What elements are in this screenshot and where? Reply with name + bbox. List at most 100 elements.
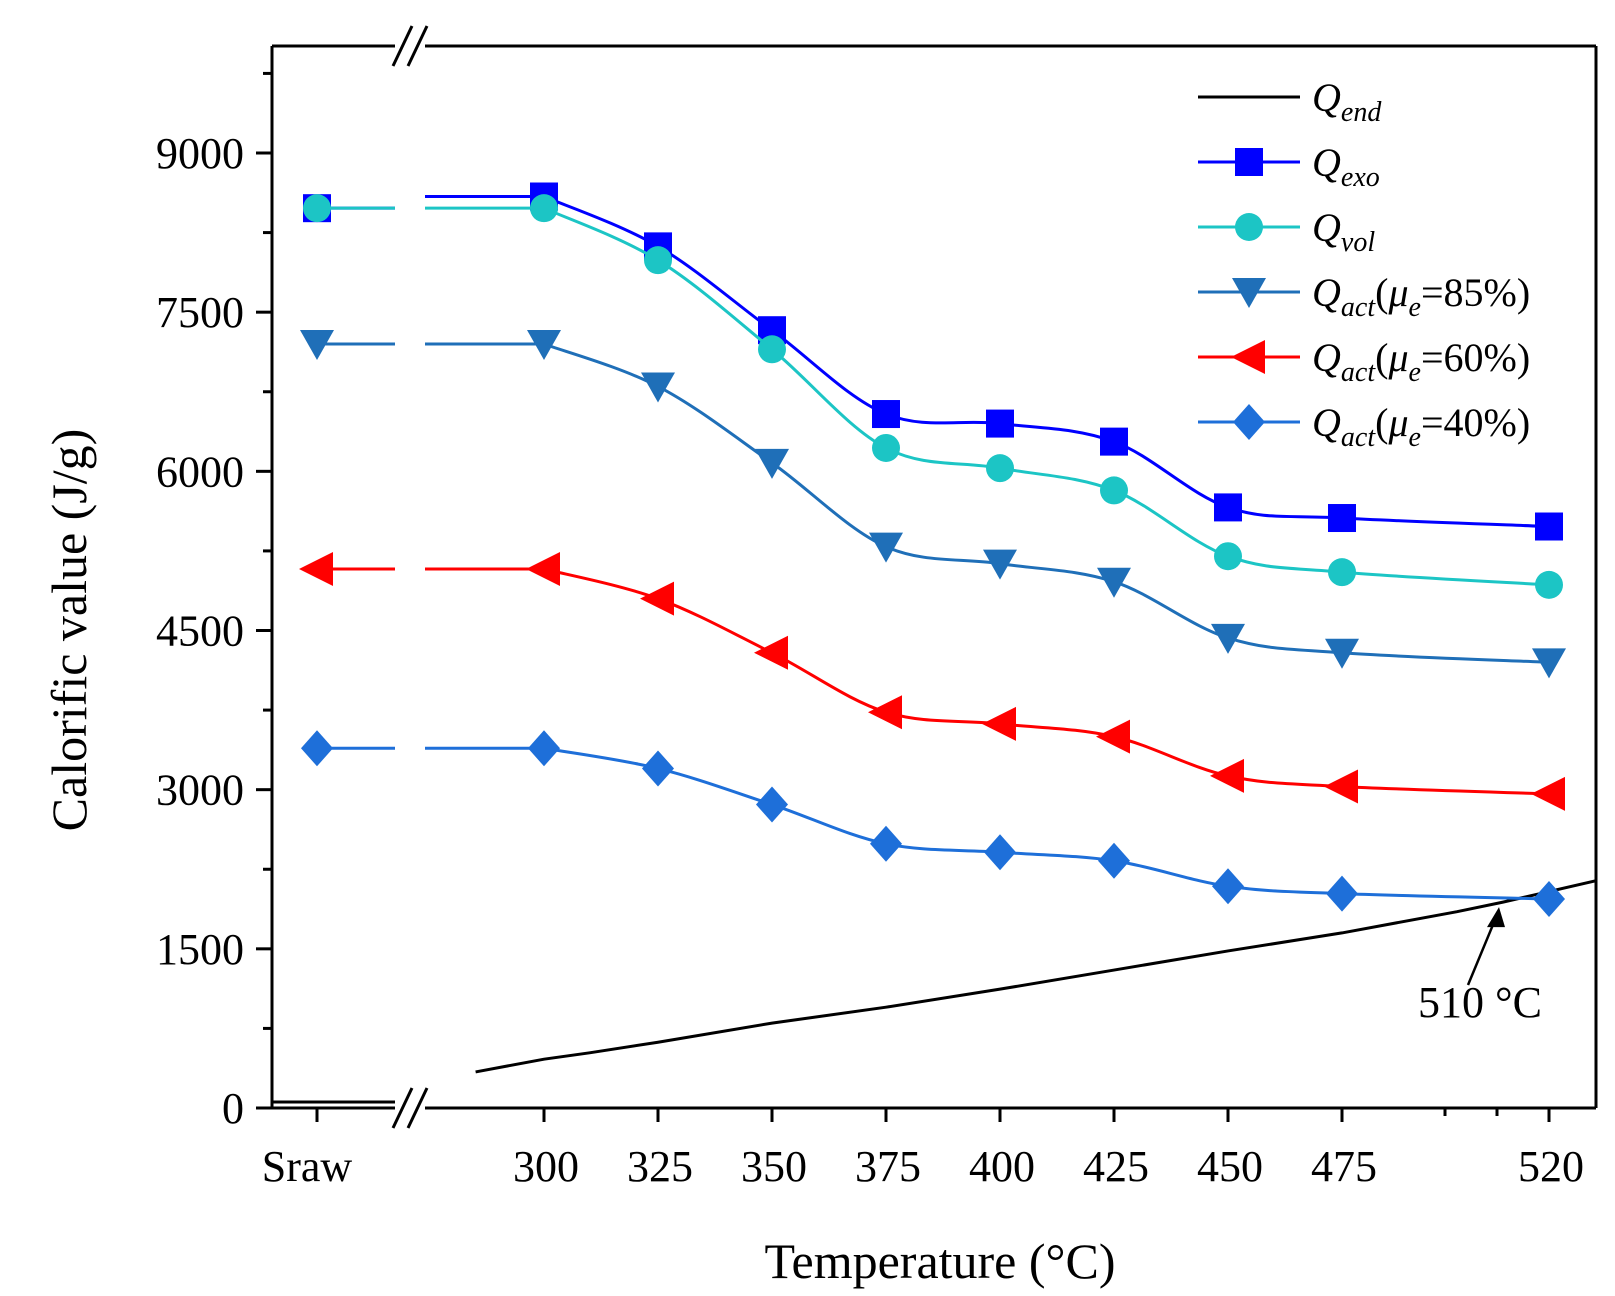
data-point — [869, 532, 903, 563]
data-point — [1326, 875, 1358, 912]
data-point — [641, 372, 675, 403]
x-tick-label: 325 — [627, 1142, 693, 1191]
data-point — [530, 194, 558, 223]
data-point — [299, 551, 333, 586]
x-tick-label: 375 — [855, 1142, 921, 1191]
data-point — [1324, 769, 1358, 804]
data-point — [1532, 648, 1566, 679]
axis-break-top — [391, 25, 429, 67]
data-point — [1212, 868, 1244, 905]
data-point — [870, 825, 902, 862]
y-tick-label: 7500 — [156, 288, 244, 337]
data-point — [984, 834, 1016, 871]
y-tick-label: 1500 — [156, 925, 244, 974]
data-point — [642, 750, 674, 787]
legend-label: Qend — [1312, 75, 1382, 128]
legend: Qend Qexo Qvol Qact(μe=85%) Qact(μe=60%) Qact… — [1198, 75, 1530, 453]
legend-item-5: Qact(μe=40%) — [1198, 400, 1530, 453]
data-point — [1531, 776, 1565, 811]
annotation-label: 510 °C — [1418, 978, 1542, 1027]
x-axis-title: Temperature (°C) — [764, 1233, 1115, 1289]
x-tick-label: 450 — [1197, 1142, 1263, 1191]
x-tick-label: 425 — [1083, 1142, 1149, 1191]
data-point — [303, 194, 331, 223]
series-2 — [303, 194, 1563, 599]
y-tick-label: 6000 — [156, 447, 244, 496]
series-line — [543, 567, 1550, 796]
y-axis-title: Calorific value (J/g) — [41, 429, 97, 832]
data-point — [986, 409, 1014, 438]
y-tick-label: 4500 — [156, 607, 244, 656]
data-point — [983, 549, 1017, 580]
legend-marker — [1235, 148, 1263, 176]
data-point — [1100, 427, 1128, 456]
series-4 — [299, 551, 1565, 811]
x-tick-label: Sraw — [262, 1142, 353, 1191]
data-point — [755, 448, 789, 479]
legend-marker — [1231, 340, 1265, 374]
data-point — [1210, 758, 1244, 793]
break-slash — [391, 25, 414, 67]
legend-item-3: Qact(μe=85%) — [1198, 270, 1530, 323]
data-point — [986, 454, 1014, 483]
data-point — [868, 695, 902, 730]
data-point — [1098, 842, 1130, 879]
legend-label: Qact(μe=85%) — [1312, 270, 1530, 323]
series-0 — [475, 879, 1596, 1074]
legend-label: Qexo — [1312, 140, 1380, 193]
data-point — [526, 551, 560, 586]
legend-label: Qvol — [1312, 205, 1375, 258]
data-point — [1328, 504, 1356, 533]
y-tick-label: 0 — [222, 1084, 244, 1133]
data-point — [1211, 623, 1245, 654]
data-point — [644, 246, 672, 275]
data-point — [528, 730, 560, 767]
data-point — [640, 581, 674, 616]
y-tick-label: 3000 — [156, 766, 244, 815]
data-point — [758, 335, 786, 364]
data-point — [1325, 638, 1359, 669]
data-point — [982, 706, 1016, 741]
legend-label: Qact(μe=60%) — [1312, 335, 1530, 388]
legend-item-0: Qend — [1198, 75, 1382, 128]
data-point — [301, 730, 333, 767]
x-tick-label: 520 — [1518, 1142, 1584, 1191]
legend-label: Qact(μe=40%) — [1312, 400, 1530, 453]
break-slash — [391, 1087, 414, 1129]
axes: 0 1500 3000 4500 6000 7500 9000 Sraw 300 325 350 37… — [41, 25, 1598, 1289]
data-point — [1214, 493, 1242, 522]
annotation-arrowhead — [1487, 907, 1505, 928]
series-line — [543, 746, 1550, 901]
data-point — [754, 635, 788, 670]
x-tick-label: 400 — [969, 1142, 1035, 1191]
break-slash — [406, 25, 429, 67]
legend-item-4: Qact(μe=60%) — [1198, 335, 1530, 388]
legend-marker — [1232, 278, 1266, 308]
data-point — [1214, 542, 1242, 571]
data-point — [1097, 567, 1131, 598]
axis-break-bottom — [391, 1087, 429, 1129]
data-point — [1328, 558, 1356, 587]
data-point — [1096, 719, 1130, 754]
data-point — [300, 330, 334, 360]
data-point — [1535, 570, 1563, 599]
legend-marker — [1233, 404, 1265, 440]
data-point — [1533, 880, 1565, 917]
legend-marker — [1235, 213, 1263, 241]
x-tick-label: 350 — [741, 1142, 807, 1191]
series-3 — [300, 330, 1566, 679]
annotation: 510 °C — [1418, 907, 1542, 1027]
data-point — [872, 433, 900, 462]
data-point — [872, 400, 900, 429]
series-5 — [301, 730, 1565, 917]
data-point — [756, 786, 788, 823]
data-point — [527, 330, 561, 360]
y-tick-label: 9000 — [156, 129, 244, 178]
legend-item-2: Qvol — [1198, 205, 1375, 258]
break-slash — [406, 1087, 429, 1129]
x-tick-label: 300 — [513, 1142, 579, 1191]
legend-item-1: Qexo — [1198, 140, 1380, 193]
series-line — [475, 879, 1596, 1074]
series-line — [543, 206, 1550, 587]
